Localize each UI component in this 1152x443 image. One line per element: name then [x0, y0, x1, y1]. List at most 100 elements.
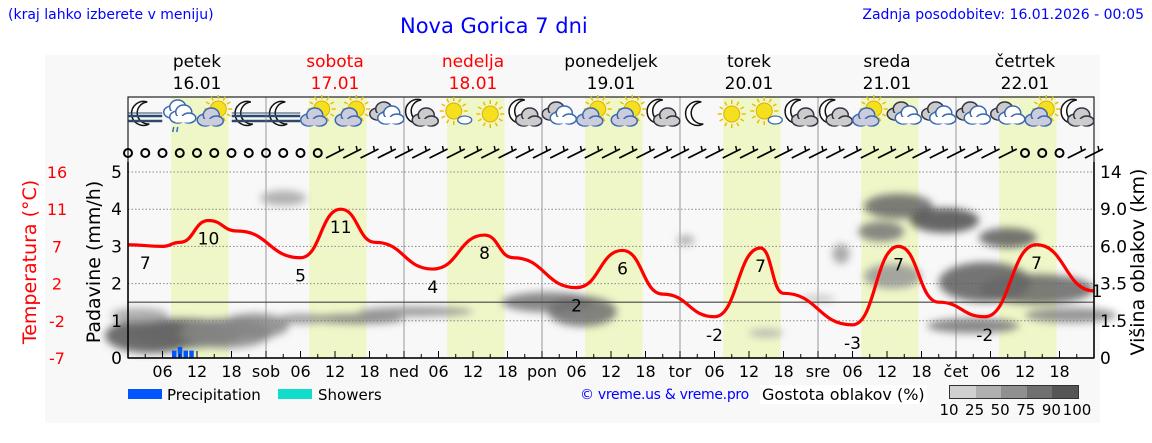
x-tick-label: 12: [325, 362, 345, 381]
copyright-link[interactable]: © vreme.us & vreme.pro: [580, 387, 749, 403]
wind-barb-icon: [998, 145, 1018, 159]
calm-wind-icon: [261, 148, 271, 158]
temp-axis-panel: [45, 55, 80, 423]
calm-wind-icon: [312, 148, 323, 158]
x-tick-label: 06: [566, 362, 586, 381]
x-tick-label: sre: [806, 362, 830, 381]
precip-bar: [183, 350, 188, 358]
x-tick-label: 12: [877, 362, 897, 381]
daylight-band: [723, 97, 781, 358]
x-tick-label: 06: [428, 362, 448, 381]
calm-wind-icon: [123, 148, 133, 158]
wind-barb-icon: [549, 145, 569, 159]
cloud-blob: [358, 306, 473, 317]
wind-barb-icon: [498, 145, 517, 159]
moon-cloud-icon: [646, 98, 681, 127]
x-tick-label: 12: [601, 362, 621, 381]
temp-label: 7: [1031, 254, 1042, 274]
wind-barb-icon: [739, 145, 759, 159]
day-name: nedelja: [441, 52, 505, 72]
temp-tick-label: 7: [52, 237, 62, 256]
x-tick-label: pon: [527, 362, 557, 381]
precip-tick-label: 4: [111, 200, 122, 220]
cloudy-icon: [886, 101, 922, 125]
x-tick-label: 12: [463, 362, 483, 381]
wind-barb-icon: [791, 145, 811, 159]
wind-barb-icon: [1084, 145, 1104, 159]
calm-wind-icon: [157, 148, 168, 158]
x-tick-label: 12: [1015, 362, 1035, 381]
wind-barb-icon: [394, 145, 414, 159]
wind-barb-icon: [946, 145, 966, 159]
wind-barb-icon: [894, 145, 914, 159]
calm-wind-icon: [278, 148, 289, 158]
wind-barb-icon: [843, 145, 862, 159]
colorbar-segment: [1001, 386, 1027, 398]
cloud-blob: [832, 243, 850, 264]
wind-barb-icon: [463, 145, 483, 159]
precip-axis-title: Padavine (mm/h): [83, 180, 105, 344]
precip-tick-label: 2: [111, 275, 122, 295]
day-name: četrtek: [994, 52, 1056, 72]
x-tick-label: 06: [842, 362, 862, 381]
wind-barb-icon: [653, 145, 673, 159]
moon-cloud-icon: [784, 98, 819, 127]
wind-barb-icon: [601, 145, 621, 159]
day-name: ponedeljek: [564, 52, 658, 72]
moon-cloud-icon: [1060, 98, 1095, 127]
cloudy-icon: [921, 101, 957, 125]
precip-legend-swatch: [128, 389, 162, 399]
cloud-height-tick-label: 0: [1100, 349, 1111, 369]
sun-small-cloud-icon: [750, 97, 783, 125]
day-name: sreda: [863, 52, 911, 72]
x-tick-label: 18: [359, 362, 379, 381]
temp-tick-label: 16: [47, 163, 67, 182]
temp-tick-label: 11: [47, 200, 67, 219]
cloud-blob: [220, 313, 289, 339]
day-date: 17.01: [310, 74, 360, 94]
calm-wind-icon: [1037, 148, 1048, 158]
temp-label: 8: [479, 244, 490, 264]
wind-barb-icon: [981, 145, 1000, 159]
cloud-blob: [260, 190, 307, 206]
colorbar-tick-label: 50: [990, 401, 1010, 419]
sun-cloud-icon: [576, 95, 612, 127]
precip-bar: [172, 350, 177, 358]
calm-wind-icon: [243, 148, 254, 158]
cloud-blob: [864, 263, 922, 289]
day-date: 18.01: [448, 74, 498, 94]
precip-legend-label: Precipitation: [167, 386, 261, 404]
cloud-height-tick-label: 3.5: [1100, 275, 1127, 295]
moon-cloud-icon: [404, 98, 439, 127]
cloud-height-tick-label: 6.0: [1100, 237, 1127, 257]
location-hint[interactable]: (kraj lahko izberete v meniju): [8, 7, 214, 23]
x-tick-label: 06: [704, 362, 724, 381]
day-date: 20.01: [724, 74, 774, 94]
calm-wind-icon: [1054, 148, 1065, 158]
cloud-blob: [277, 313, 324, 324]
temperature-line: [127, 207, 1095, 327]
colorbar-segment: [1026, 386, 1053, 398]
temp-label: 5: [295, 267, 306, 287]
daylight-band: [447, 97, 505, 358]
temp-label: 7: [140, 254, 151, 274]
wind-barb-icon: [705, 145, 724, 159]
colorbar-tick-label: 75: [1016, 401, 1036, 419]
showers-legend-label: Showers: [318, 386, 382, 404]
temp-label: -3: [844, 334, 861, 354]
colorbar-tick-label: 90: [1041, 401, 1061, 419]
cloudy-icon: [541, 101, 577, 125]
last-updated: Zadnja posodobitev: 16.01.2026 - 00:05: [862, 7, 1144, 23]
moon-fog-icon: [128, 100, 163, 127]
wind-barb-icon: [480, 145, 500, 159]
wind-barb-icon: [722, 145, 742, 159]
cloud-blob: [858, 221, 905, 242]
moon-icon: [684, 100, 704, 127]
temp-axis-title: Temperatura (°C): [19, 179, 41, 345]
cloud-axis-title: Višina oblakov (km): [1127, 168, 1149, 356]
sun-cloud-icon: [334, 95, 371, 127]
daylight-band: [171, 97, 229, 358]
day-name: torek: [727, 52, 771, 72]
cloud-blob: [910, 207, 979, 233]
